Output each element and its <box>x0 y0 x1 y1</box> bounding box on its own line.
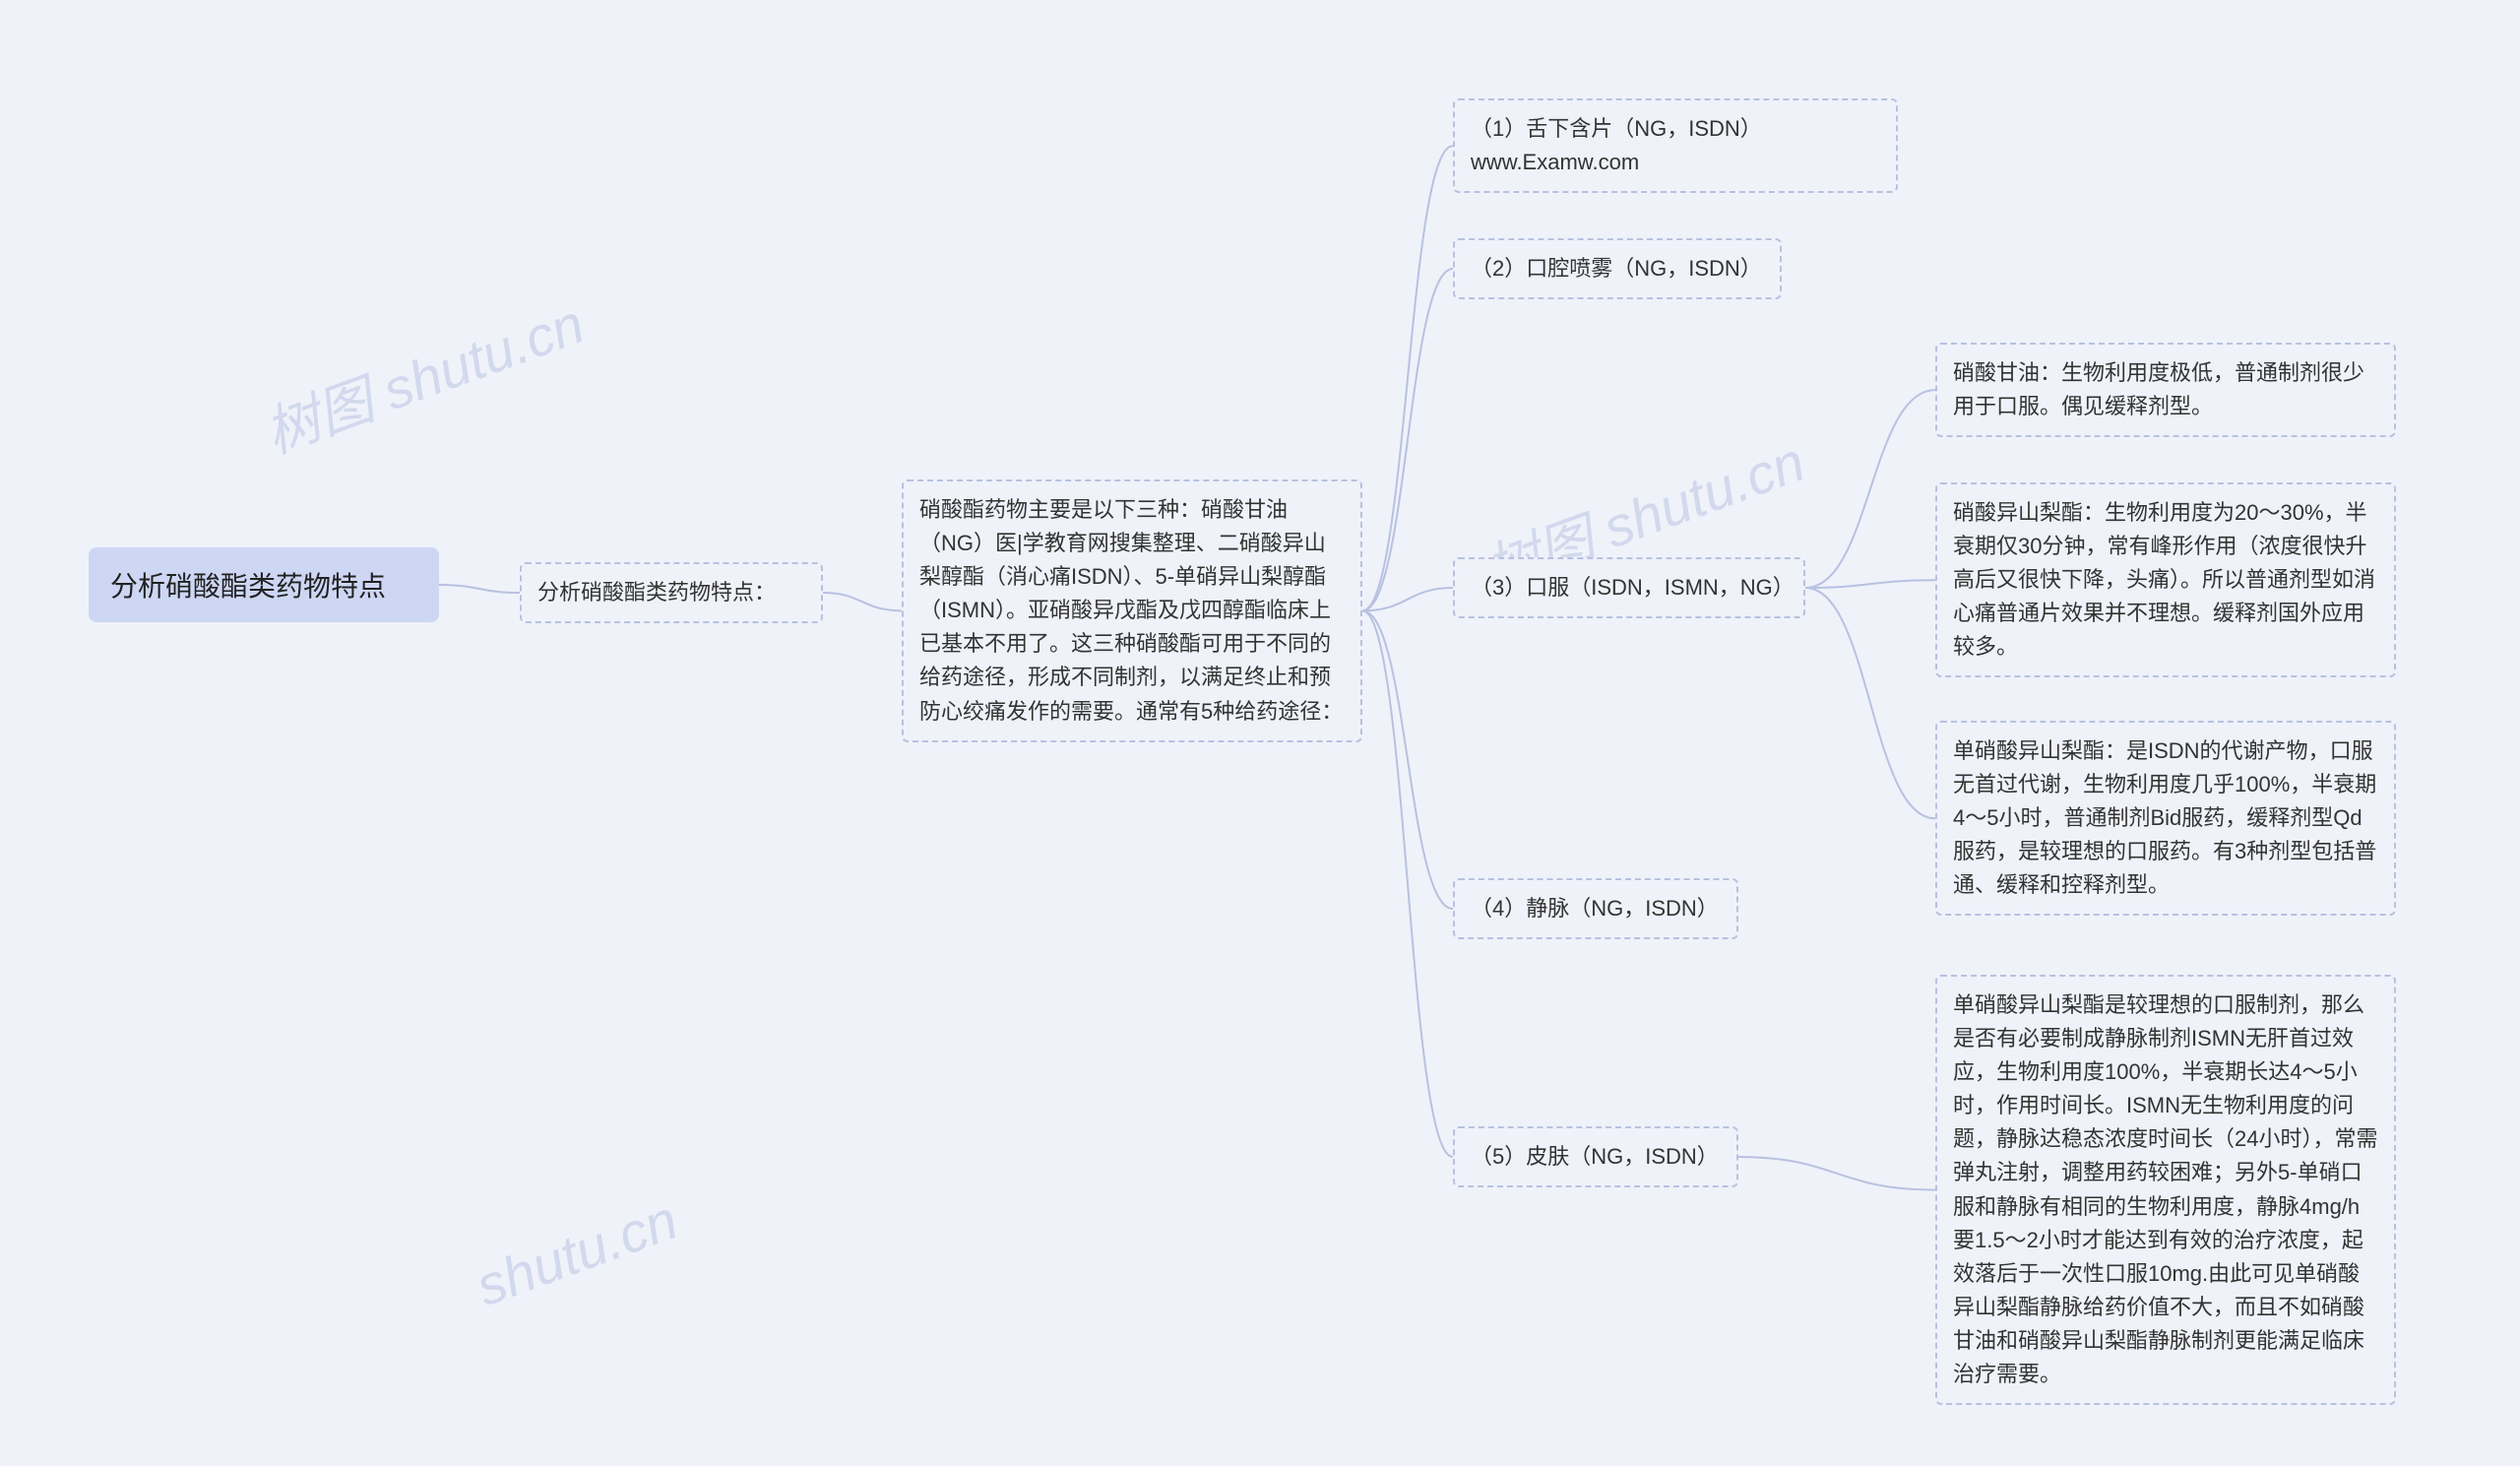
node-route-5[interactable]: （5）皮肤（NG，ISDN） <box>1453 1126 1738 1187</box>
node-route-1[interactable]: （1）舌下含片（NG，ISDN）www.Examw.com <box>1453 98 1898 193</box>
watermark: 树图 shutu.cn <box>252 280 594 469</box>
node-detail-ng[interactable]: 硝酸甘油：生物利用度极低，普通制剂很少用于口服。偶见缓释剂型。 <box>1935 343 2396 437</box>
watermark: shutu.cn <box>468 1187 685 1318</box>
node-route-2[interactable]: （2）口腔喷雾（NG，ISDN） <box>1453 238 1782 299</box>
node-route-3[interactable]: （3）口服（ISDN，ISMN，NG） <box>1453 557 1805 618</box>
node-detail-ismn[interactable]: 单硝酸异山梨酯：是ISDN的代谢产物，口服无首过代谢，生物利用度几乎100%，半… <box>1935 721 2396 916</box>
node-level1[interactable]: 分析硝酸酯类药物特点： <box>520 562 823 623</box>
node-route-4[interactable]: （4）静脉（NG，ISDN） <box>1453 878 1738 939</box>
node-detail-isdn[interactable]: 硝酸异山梨酯：生物利用度为20～30%，半衰期仅30分钟，常有峰形作用（浓度很快… <box>1935 482 2396 677</box>
node-level2-overview[interactable]: 硝酸酯药物主要是以下三种：硝酸甘油（NG）医|学教育网搜集整理、二硝酸异山梨醇酯… <box>902 479 1362 742</box>
mindmap-root[interactable]: 分析硝酸酯类药物特点 <box>89 547 439 622</box>
node-detail-skin[interactable]: 单硝酸异山梨酯是较理想的口服制剂，那么是否有必要制成静脉制剂ISMN无肝首过效应… <box>1935 975 2396 1405</box>
